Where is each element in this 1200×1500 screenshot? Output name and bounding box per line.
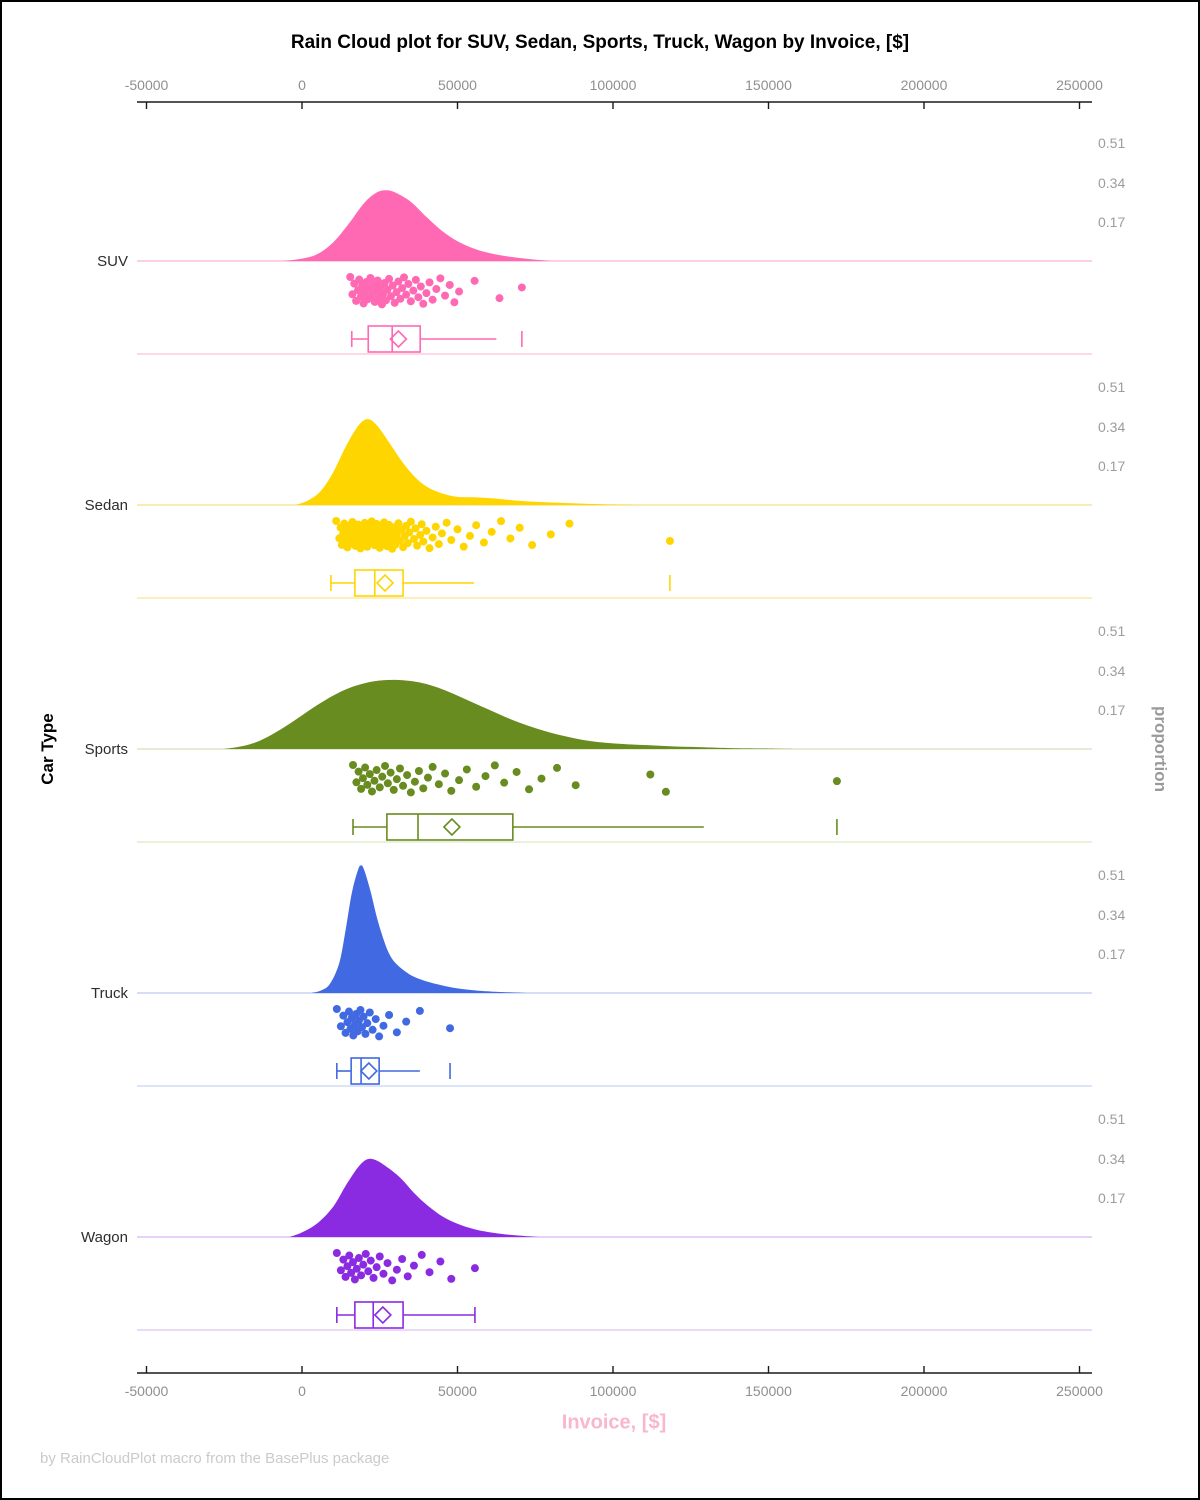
rain-points-sports bbox=[349, 761, 841, 797]
boxplot-sedan bbox=[330, 569, 671, 597]
category-label-truck: Truck bbox=[91, 985, 128, 1002]
proportion-tick-label: 0.34 bbox=[1098, 663, 1125, 679]
density-suv bbox=[283, 190, 551, 261]
mean-diamond-suv bbox=[389, 329, 408, 349]
density-truck bbox=[311, 865, 526, 993]
footer-credit: by RainCloudPlot macro from the BasePlus… bbox=[40, 1450, 390, 1467]
proportion-tick-label: 0.51 bbox=[1098, 867, 1125, 883]
panel-truck: Truck 0.51 0.34 0.17 bbox=[91, 865, 1125, 1087]
x-tick-label: 250000 bbox=[1056, 1383, 1103, 1399]
proportion-tick-label: 0.34 bbox=[1098, 175, 1125, 191]
x-tick-label: 50000 bbox=[438, 77, 477, 93]
rain-points-suv bbox=[346, 273, 526, 309]
proportion-tick-label: 0.34 bbox=[1098, 907, 1125, 923]
x-tick-label: 50000 bbox=[438, 1383, 477, 1399]
x-tick-label: 200000 bbox=[901, 1383, 948, 1399]
rain-points-sedan bbox=[332, 517, 674, 553]
panel-sports: Sports 0.51 0.34 0.17 bbox=[85, 623, 1125, 843]
mean-diamond-sports bbox=[442, 817, 462, 837]
x-tick-label: -50000 bbox=[125, 1383, 169, 1399]
proportion-tick-label: 0.34 bbox=[1098, 419, 1125, 435]
rain-points-truck bbox=[332, 1005, 455, 1041]
boxplot-sports bbox=[352, 813, 838, 841]
x-axis-bottom: -50000 0 50000 100000 150000 200000 250000 bbox=[125, 1366, 1103, 1399]
panel-sedan: Sedan 0.51 0.34 0.17 bbox=[85, 379, 1125, 599]
panel-wagon: Wagon 0.51 0.34 0.17 bbox=[81, 1111, 1125, 1331]
category-label-wagon: Wagon bbox=[81, 1229, 128, 1246]
panel-suv: SUV 0.51 0.34 0.17 bbox=[97, 135, 1125, 355]
boxplot-suv bbox=[350, 325, 523, 353]
category-label-sports: Sports bbox=[85, 741, 128, 758]
proportion-tick-label: 0.34 bbox=[1098, 1151, 1125, 1167]
x-tick-label: 0 bbox=[298, 1383, 306, 1399]
x-tick-label: 150000 bbox=[745, 1383, 792, 1399]
boxplot-wagon bbox=[336, 1301, 476, 1329]
x-tick-label: 100000 bbox=[590, 77, 637, 93]
x-tick-label: 200000 bbox=[901, 77, 948, 93]
mean-diamond-sedan bbox=[375, 573, 395, 593]
density-sports bbox=[224, 679, 794, 749]
proportion-tick-label: 0.51 bbox=[1098, 379, 1125, 395]
x-tick-label: 0 bbox=[298, 77, 306, 93]
x-axis-label-invoice: Invoice, [$] bbox=[561, 1411, 667, 1434]
density-sedan bbox=[295, 419, 638, 505]
x-tick-label: -50000 bbox=[125, 77, 169, 93]
proportion-tick-label: 0.51 bbox=[1098, 1111, 1125, 1127]
category-label-suv: SUV bbox=[97, 253, 128, 270]
x-tick-label: 250000 bbox=[1056, 77, 1103, 93]
rain-points-wagon bbox=[332, 1249, 479, 1285]
x-tick-label: 100000 bbox=[590, 1383, 637, 1399]
proportion-tick-label: 0.17 bbox=[1098, 946, 1125, 962]
category-label-sedan: Sedan bbox=[85, 497, 128, 514]
x-tick-label: 150000 bbox=[745, 77, 792, 93]
mean-diamond-wagon bbox=[373, 1305, 392, 1325]
proportion-tick-label: 0.51 bbox=[1098, 623, 1125, 639]
density-wagon bbox=[289, 1158, 539, 1237]
chart-title: Rain Cloud plot for SUV, Sedan, Sports, … bbox=[290, 32, 910, 53]
proportion-tick-label: 0.17 bbox=[1098, 458, 1125, 474]
mean-diamond-truck bbox=[359, 1061, 378, 1081]
x-axis-top: -50000 0 50000 100000 150000 200000 250000 bbox=[125, 77, 1103, 109]
proportion-tick-label: 0.17 bbox=[1098, 702, 1125, 718]
proportion-tick-label: 0.51 bbox=[1098, 135, 1125, 151]
proportion-tick-label: 0.17 bbox=[1098, 1190, 1125, 1206]
proportion-tick-label: 0.17 bbox=[1098, 214, 1125, 230]
boxplot-truck bbox=[336, 1057, 451, 1085]
